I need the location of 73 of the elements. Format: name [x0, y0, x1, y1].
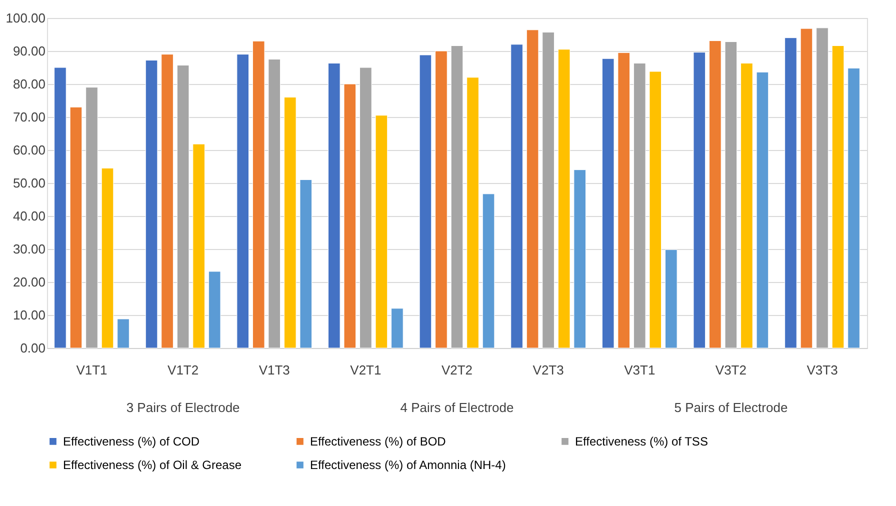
bar: [176, 64, 190, 348]
x-tick-label: V1T3: [258, 362, 290, 378]
bar: [756, 72, 769, 348]
y-tick-label: 90.00: [12, 44, 46, 58]
bar: [300, 179, 312, 348]
bar: [724, 42, 738, 348]
x-tick-label: V3T3: [806, 362, 838, 378]
bar: [375, 115, 388, 348]
bar: [848, 68, 860, 348]
bar: [526, 30, 539, 348]
bar: [391, 308, 404, 348]
legend-label: Effectiveness (%) of COD: [63, 434, 200, 448]
text: 5 Pairs of Electrode: [674, 400, 788, 415]
bar: [268, 59, 281, 348]
bar: [236, 54, 250, 348]
bar: [117, 318, 130, 348]
y-tick-label: 10.00: [12, 308, 46, 322]
bar: [618, 52, 630, 348]
bar: [208, 271, 221, 348]
bar: [482, 194, 495, 348]
bar: [816, 28, 828, 348]
bar: [101, 168, 114, 348]
bar: [70, 106, 82, 348]
bar: [328, 62, 340, 348]
bar: [574, 170, 586, 348]
text: 4 Pairs of Electrode: [400, 400, 514, 415]
x-tick-label: V3T1: [624, 362, 656, 378]
y-tick-label: 40.00: [12, 208, 46, 224]
bar: [510, 44, 523, 348]
bar: [740, 62, 753, 348]
bar: [602, 58, 614, 348]
x-tick-label: V1T2: [168, 362, 199, 378]
bar: [86, 87, 98, 348]
legend-label: Effectiveness (%) of Oil & Grease: [63, 458, 242, 472]
x-tick-label: V1T1: [76, 362, 108, 378]
bar: [542, 32, 554, 348]
bar: [558, 49, 570, 348]
legend-label: Effectiveness (%) of TSS: [575, 434, 708, 448]
bar: [284, 96, 296, 348]
x-tick-label: V3T2: [715, 362, 746, 378]
bar: [800, 28, 813, 348]
y-tick-label: 60.00: [12, 142, 46, 158]
bar: [450, 45, 464, 348]
y-tick-label: 70.00: [12, 110, 46, 124]
y-tick-label: 80.00: [12, 76, 46, 92]
bar: [693, 52, 706, 348]
x-tick-label: V2T2: [441, 362, 473, 378]
y-tick-label: 50.00: [12, 176, 46, 190]
x-tick-label: V2T1: [350, 362, 382, 378]
bar: [466, 77, 479, 348]
bar: [784, 38, 797, 348]
bar: [161, 54, 174, 348]
bar: [360, 67, 372, 348]
bar: [633, 62, 646, 348]
bar: [419, 54, 432, 348]
bar: [435, 50, 448, 348]
y-tick-label: 20.00: [12, 274, 46, 290]
y-tick-label: 0.00: [20, 340, 46, 356]
bar: [709, 40, 722, 348]
y-tick-label: 30.00: [12, 242, 46, 256]
bar: [192, 144, 205, 348]
x-tick-label: V2T3: [532, 362, 564, 378]
y-tick-label: 100.00: [6, 10, 46, 26]
bar: [252, 40, 265, 348]
bar: [145, 60, 158, 348]
legend-label: Effectiveness (%) of BOD: [310, 434, 446, 448]
bar: [649, 71, 662, 348]
bar: [832, 45, 844, 348]
bar: [664, 249, 678, 348]
bar: [54, 67, 66, 348]
text: 3 Pairs of Electrode: [126, 400, 240, 415]
legend-label: Effectiveness (%) of Amonnia (NH-4): [310, 458, 506, 472]
bar: [344, 84, 356, 348]
